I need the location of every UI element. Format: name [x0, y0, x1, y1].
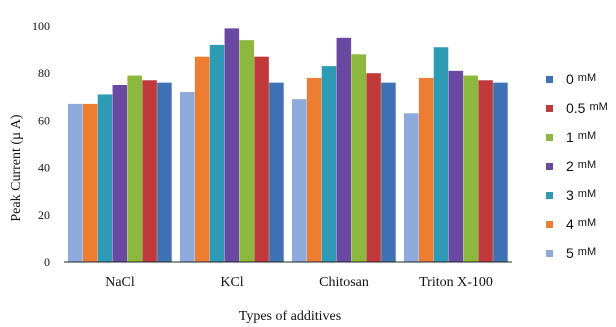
bar — [336, 37, 352, 262]
bar — [194, 56, 210, 263]
y-tick-label: 0 — [44, 255, 50, 269]
bar — [404, 113, 419, 262]
y-tick-label: 20 — [38, 208, 50, 222]
legend-label: 0.5 mM — [566, 100, 608, 116]
bar — [463, 75, 478, 262]
bar — [269, 82, 284, 262]
legend-unit: mM — [578, 188, 596, 200]
legend-swatch — [546, 134, 553, 141]
y-tick-label: 60 — [38, 113, 50, 127]
legend-label: 4 mM — [566, 216, 596, 232]
legend-unit: mM — [578, 217, 596, 229]
bar — [142, 80, 157, 262]
bar — [351, 54, 366, 262]
legend-value: 3 — [566, 187, 574, 203]
legend: 0 mM0.5 mM1 mM2 mM3 mM4 mM5 mM — [546, 71, 608, 261]
bar — [82, 103, 98, 262]
x-tick-label: KCl — [220, 275, 243, 290]
bar — [97, 94, 113, 262]
legend-swatch — [546, 105, 553, 112]
bar — [292, 99, 307, 262]
bar — [127, 75, 142, 262]
legend-swatch — [546, 76, 553, 83]
bar — [478, 80, 493, 262]
x-axis-title: Types of additives — [239, 309, 341, 324]
legend-label: 2 mM — [566, 158, 596, 174]
y-tick-label: 100 — [32, 19, 50, 33]
legend-swatch — [546, 163, 553, 170]
bar — [306, 77, 322, 262]
bar — [180, 92, 195, 262]
legend-label: 0 mM — [566, 71, 596, 87]
y-axis-title: Peak Current (µ A) — [9, 114, 24, 222]
bar — [321, 66, 337, 263]
legend-unit: mM — [578, 130, 596, 142]
legend-value: 4 — [566, 216, 574, 232]
bar — [381, 82, 396, 262]
x-axis-categories: NaCl KCl Chitosan Triton X-100 — [105, 275, 493, 290]
bar — [418, 77, 434, 262]
legend-swatch — [546, 192, 553, 199]
x-tick-label: NaCl — [105, 275, 135, 290]
x-tick-label: Triton X-100 — [419, 275, 493, 290]
legend-label: 3 mM — [566, 187, 596, 203]
legend-value: 2 — [566, 158, 574, 174]
bars-group — [68, 28, 508, 263]
legend-unit: mM — [578, 159, 596, 171]
legend-value: 1 — [566, 129, 574, 145]
bar — [224, 28, 240, 262]
bar — [239, 40, 254, 262]
bar — [157, 82, 172, 262]
bar — [433, 47, 449, 262]
legend-unit: mM — [578, 72, 596, 84]
legend-value: 0.5 — [566, 100, 586, 116]
legend-label: 1 mM — [566, 129, 596, 145]
bar — [493, 82, 508, 262]
bar — [68, 103, 83, 262]
y-tick-label: 40 — [38, 161, 50, 175]
legend-swatch — [546, 250, 553, 257]
legend-label: 5 mM — [566, 245, 596, 261]
legend-value: 0 — [566, 71, 574, 87]
legend-swatch — [546, 221, 553, 228]
x-tick-label: Chitosan — [319, 275, 369, 290]
legend-value: 5 — [566, 245, 574, 261]
bar — [366, 73, 381, 262]
legend-unit: mM — [589, 101, 607, 113]
bar — [254, 56, 269, 263]
y-tick-label: 80 — [38, 66, 50, 80]
bar — [209, 44, 225, 262]
bar — [112, 85, 128, 262]
bar — [448, 70, 464, 262]
legend-unit: mM — [578, 246, 596, 258]
y-axis-ticks: 0 20 40 60 80 100 — [32, 19, 50, 269]
